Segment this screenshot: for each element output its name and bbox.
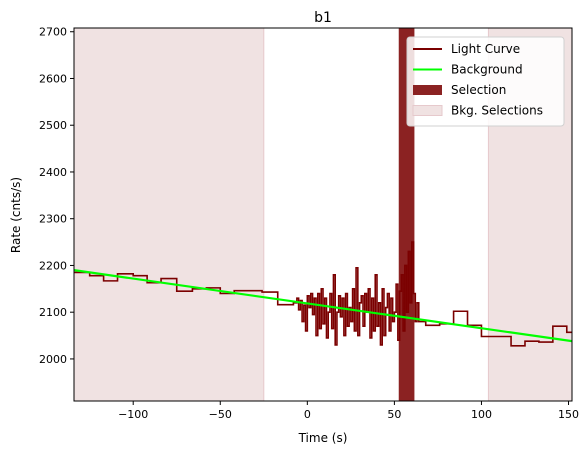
- x-axis-label: Time (s): [298, 431, 348, 445]
- y-tick-label: 2000: [39, 353, 67, 366]
- legend-box: [406, 36, 565, 127]
- x-tick-label: −100: [118, 408, 148, 421]
- y-tick-label: 2700: [39, 26, 67, 39]
- chart-title: b1: [314, 10, 332, 26]
- legend-swatch: [413, 85, 442, 95]
- y-tick-label: 2400: [39, 166, 67, 179]
- y-tick-label: 2500: [39, 119, 67, 132]
- x-tick-label: 150: [558, 408, 579, 421]
- legend-swatch: [412, 105, 443, 116]
- background-series: [74, 269, 572, 343]
- x-tick-label: −50: [209, 408, 232, 421]
- y-axis-label: Rate (cnts/s): [9, 177, 23, 253]
- y-tick-label: 2600: [39, 72, 67, 85]
- legend-label: Selection: [451, 83, 506, 97]
- x-tick-label: 50: [387, 408, 401, 421]
- legend: Light Curve Background Selection Bkg. Selec…: [406, 36, 565, 127]
- legend-label: Light Curve: [451, 42, 520, 56]
- y-tick-label: 2300: [39, 213, 67, 226]
- bkg-selection-region: [74, 28, 265, 401]
- x-tick-label: 100: [471, 408, 492, 421]
- plot-frame: [73, 27, 573, 402]
- y-tick-label: 2100: [39, 306, 67, 319]
- legend-label: Bkg. Selections: [451, 104, 543, 118]
- x-tick-label: 0: [304, 408, 311, 421]
- y-tick-label: 2200: [39, 259, 67, 272]
- legend-label: Background: [451, 63, 523, 77]
